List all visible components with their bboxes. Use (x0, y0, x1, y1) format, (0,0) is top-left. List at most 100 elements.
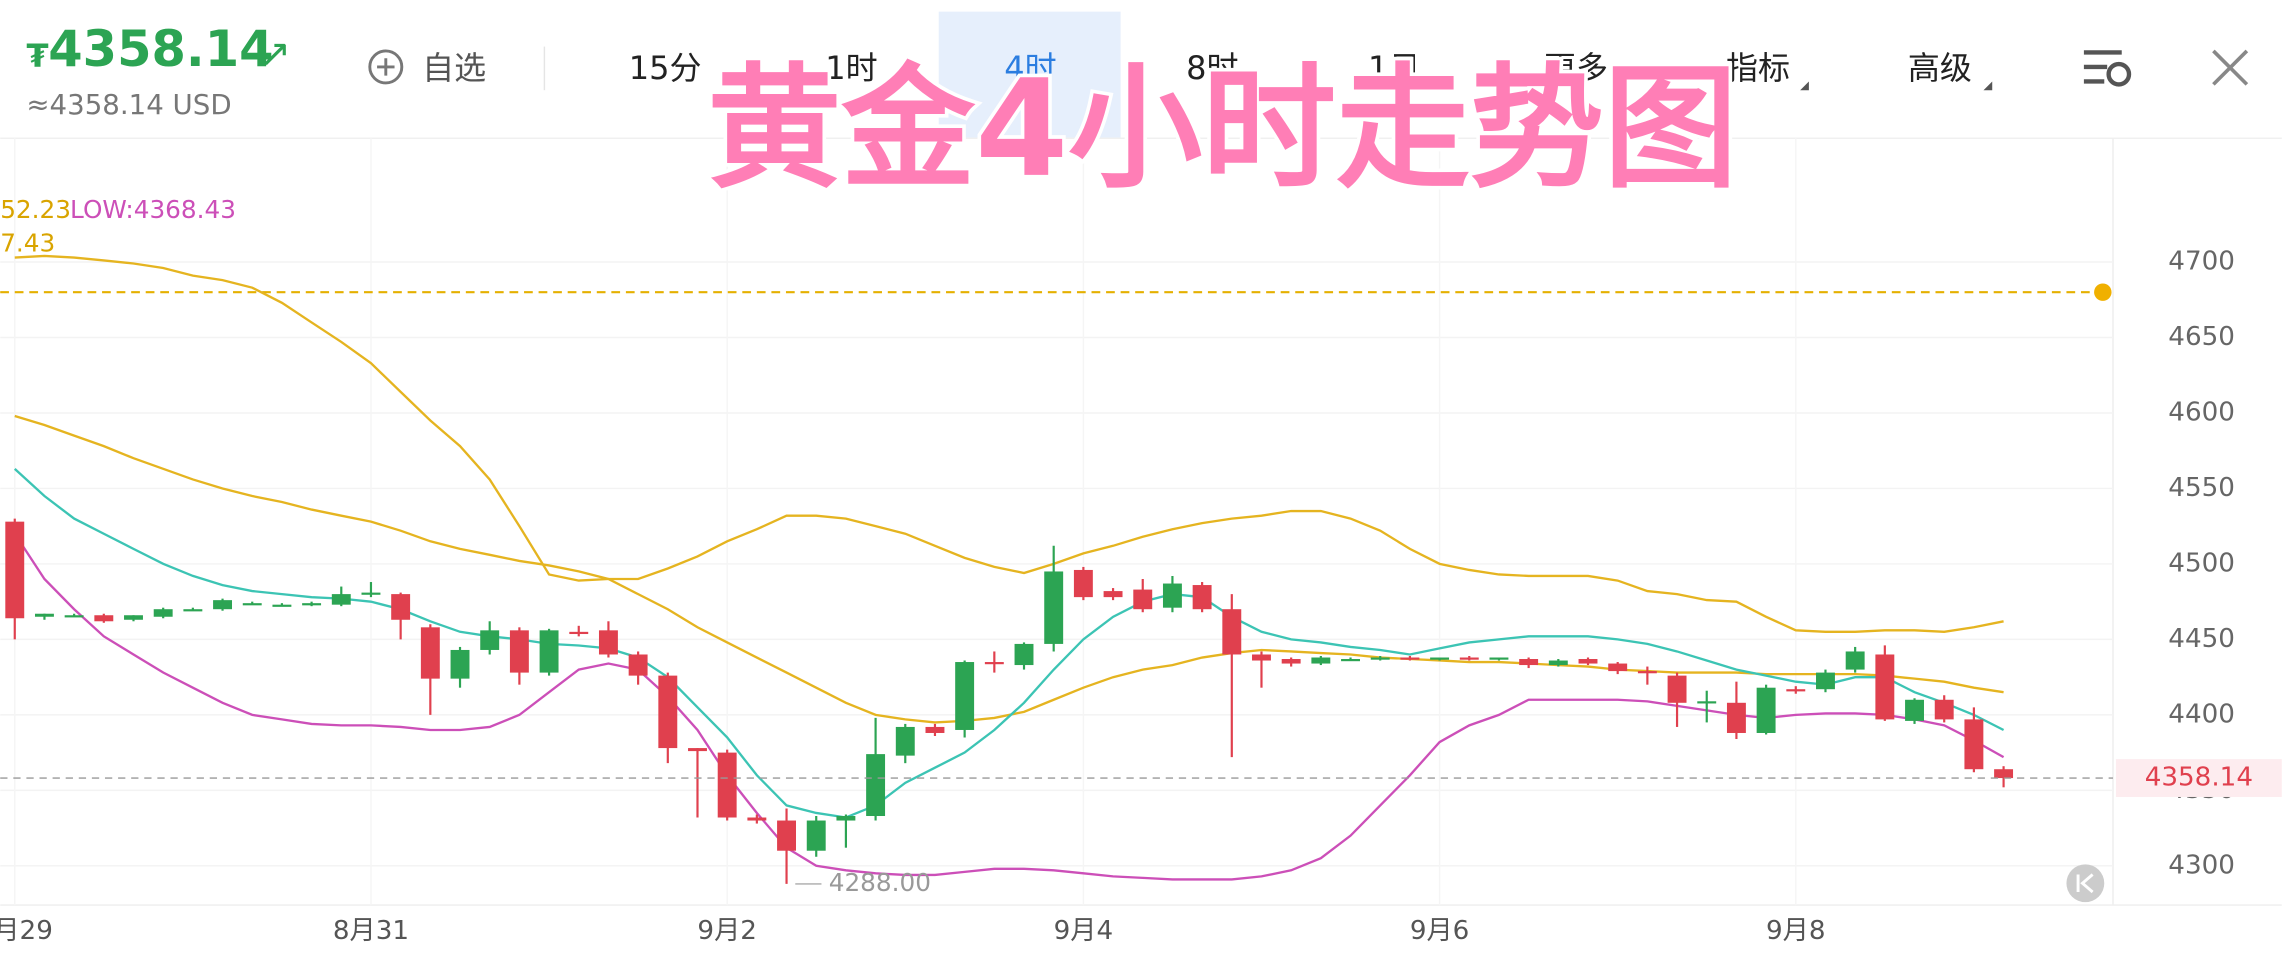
candle-body (1281, 659, 1301, 664)
tab[interactable]: 指标 (1726, 49, 1790, 87)
candle-body (1637, 671, 1657, 674)
tab[interactable]: 8时 (1186, 49, 1238, 87)
candle-body (124, 615, 143, 620)
candle-body (1430, 657, 1450, 660)
candle-body (1459, 657, 1479, 660)
indicator-line (14, 254, 2004, 633)
candle-body (747, 817, 767, 821)
candle-body (1845, 651, 1865, 670)
candle-body (1252, 654, 1271, 661)
last-price-label: 4358.14 (2145, 763, 2253, 793)
tab[interactable]: 1日 (1368, 49, 1420, 87)
candle-body (895, 726, 915, 756)
candle-body (1311, 657, 1331, 664)
candle-body (1370, 657, 1390, 660)
reset-icon (2066, 864, 2105, 903)
candle-body (866, 754, 886, 817)
active-tab-bg (938, 11, 1121, 139)
candle-body (1875, 654, 1895, 720)
x-tick-label: 9月8 (1766, 916, 1826, 946)
candle-body (1162, 583, 1182, 608)
candle-body (153, 609, 173, 617)
candle-body (1964, 719, 1984, 770)
price: 4358.14 (48, 20, 273, 78)
y-tick-label: 4600 (2168, 397, 2235, 427)
x-tick-label: 9月2 (697, 916, 757, 946)
candle-body (628, 654, 648, 676)
candle-body (1014, 643, 1034, 666)
tab[interactable]: 更多 (1544, 49, 1608, 87)
tab[interactable]: 1时 (825, 49, 877, 87)
overlay-title: 黄金4小时走势图 (707, 51, 1737, 207)
candle-body (1073, 569, 1093, 598)
reset-icon-glyph (2076, 873, 2094, 894)
indicator-legend: 7.43 (0, 228, 55, 257)
candle-body (1697, 701, 1717, 704)
plus-icon-cross (377, 58, 395, 76)
usd-price: ≈4358.14 USD (26, 88, 231, 121)
candle-body (509, 630, 529, 673)
candle-body (1816, 672, 1835, 690)
chart: 4300435044004450450045504600465047008月29… (0, 138, 2282, 946)
y-tick-label: 4500 (2168, 548, 2235, 578)
candle-body (361, 592, 381, 595)
y-tick-label: 4700 (2168, 247, 2235, 277)
candle-body (391, 594, 411, 620)
reset-button[interactable] (2066, 864, 2105, 903)
tab[interactable]: 15分 (629, 49, 702, 87)
candle-body (1905, 699, 1924, 721)
tab[interactable]: 4时 (1004, 49, 1056, 87)
last-price-badge (2115, 759, 2282, 797)
min-marker-label: 4288.00 (829, 868, 931, 897)
candle-body (955, 662, 975, 730)
candle-body (1578, 659, 1598, 664)
x-tick-label: 9月4 (1054, 916, 1114, 946)
candle-body (34, 613, 54, 617)
candle-body (1222, 609, 1242, 655)
x-tick-label: 9月6 (1410, 916, 1470, 946)
candle-body (450, 649, 470, 679)
candle-body (1519, 659, 1539, 666)
candle-body (836, 816, 856, 821)
watchlist-label: 自选 (422, 49, 486, 87)
candle-body (1934, 699, 1954, 720)
candle-body (331, 594, 351, 605)
settings-button[interactable] (2083, 50, 2132, 87)
trend-icon: ↗ (259, 31, 291, 75)
y-tick-label: 4650 (2168, 322, 2235, 352)
y-tick-label: 4400 (2168, 699, 2235, 729)
alert-dot (2094, 283, 2112, 301)
candle-body (777, 820, 796, 851)
candle-body (5, 521, 25, 619)
y-tick-label: 4450 (2168, 624, 2235, 654)
candle-body (183, 609, 203, 612)
tabs: 15分 1时 4时 8时 1日 更多 指标 高级 (629, 49, 1972, 87)
candle-body (925, 726, 945, 733)
candle-body (1786, 689, 1806, 692)
candle-body (420, 627, 440, 679)
candle-body (1608, 663, 1628, 672)
candle-body (302, 603, 322, 606)
tab[interactable]: 高级 (1908, 49, 1972, 87)
candle-body (1548, 660, 1568, 666)
watchlist-button[interactable]: 自选 (368, 49, 486, 87)
candle-body (1103, 591, 1123, 598)
y-tick-label: 4300 (2168, 850, 2235, 880)
candle-body (1133, 589, 1153, 610)
close-button[interactable] (2212, 49, 2249, 86)
candle-body (94, 615, 114, 622)
indicator-line (13, 533, 2005, 881)
candle-body (64, 615, 84, 618)
candle-body (1726, 702, 1746, 733)
candle-body (1756, 687, 1776, 733)
candle-body (984, 662, 1004, 665)
x-tick-label: 8月31 (333, 916, 409, 946)
currency-symbol: ₮ (26, 37, 48, 75)
plus-icon (368, 49, 404, 85)
candle-body (1994, 769, 2014, 779)
candle-body (539, 630, 559, 673)
candle-body (1400, 657, 1420, 660)
x-tick-label: 8月29 (0, 916, 53, 946)
candle-body (213, 600, 233, 610)
